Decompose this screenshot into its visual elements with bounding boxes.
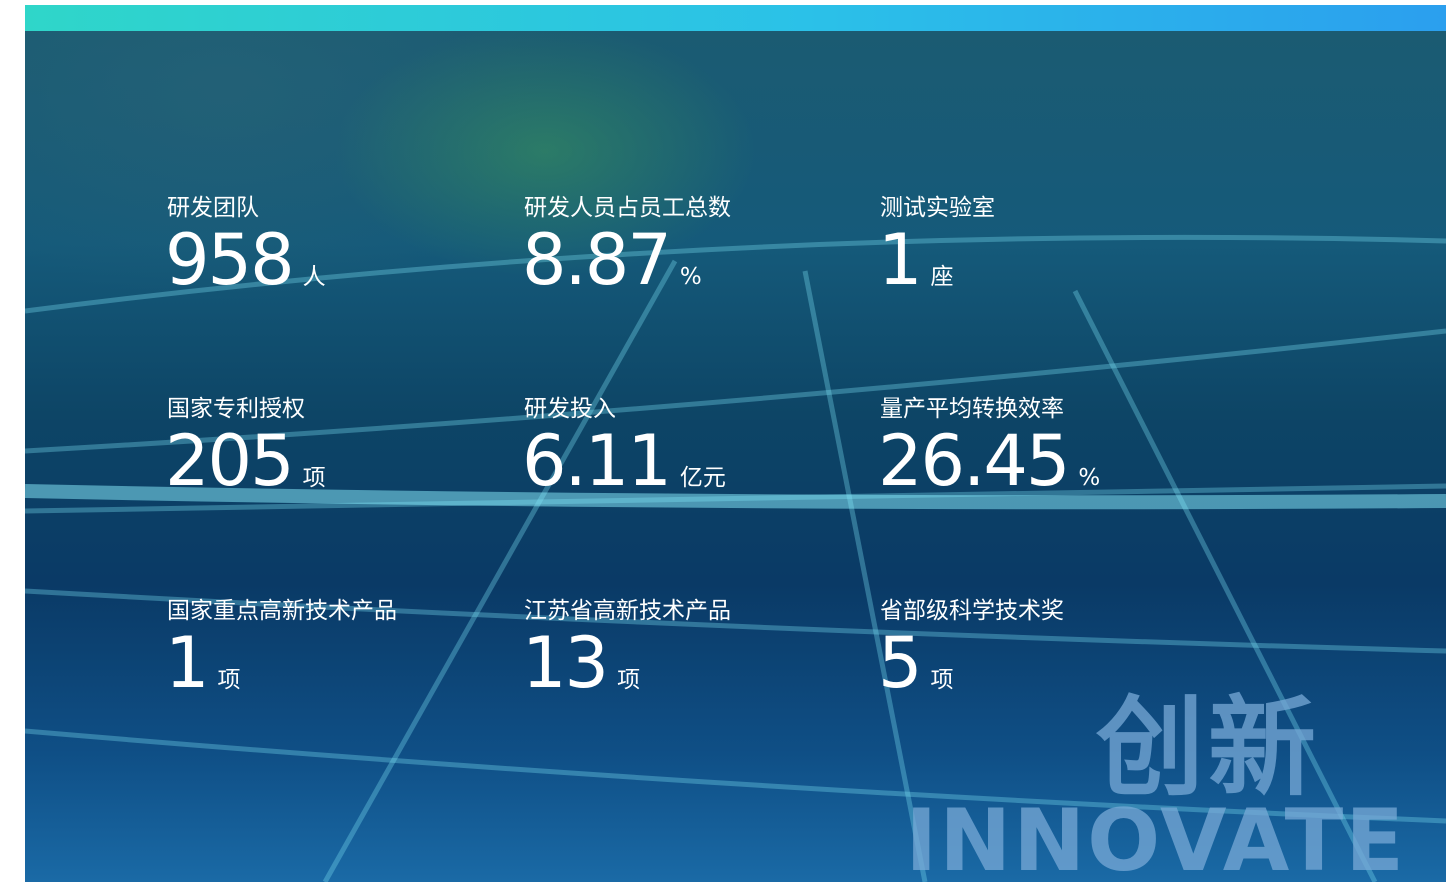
- stat-unit: 项: [931, 667, 954, 693]
- stat-value: 8.87: [522, 219, 670, 301]
- stat-value: 205: [165, 420, 293, 502]
- stat-value: 26.45: [878, 420, 1068, 502]
- stat-unit: 亿元: [680, 465, 726, 491]
- stat-value-row: 26.45%: [878, 426, 1100, 496]
- stat-unit: 项: [617, 667, 640, 693]
- stat-unit: 项: [218, 667, 241, 693]
- stat-value: 6.11: [522, 420, 670, 502]
- stat-unit: 座: [931, 264, 954, 290]
- stat-value-row: 8.87%: [522, 225, 731, 295]
- stat-value: 13: [522, 622, 607, 704]
- top-bar: [25, 5, 1446, 31]
- stat-unit: 人: [303, 264, 326, 290]
- stat-unit: 项: [303, 465, 326, 491]
- stat-unit: %: [680, 264, 702, 290]
- page: 研发团队958人 研发人员占员工总数8.87% 测试实验室1座国家专利授权205项 研…: [0, 0, 1446, 885]
- watermark-subtitle: INNOVATE: [905, 791, 1406, 882]
- stat-value: 1: [165, 622, 208, 704]
- stat-value: 1: [878, 219, 921, 301]
- stat-unit: %: [1078, 465, 1100, 491]
- stat-value: 958: [165, 219, 293, 301]
- stat-value: 5: [878, 622, 921, 704]
